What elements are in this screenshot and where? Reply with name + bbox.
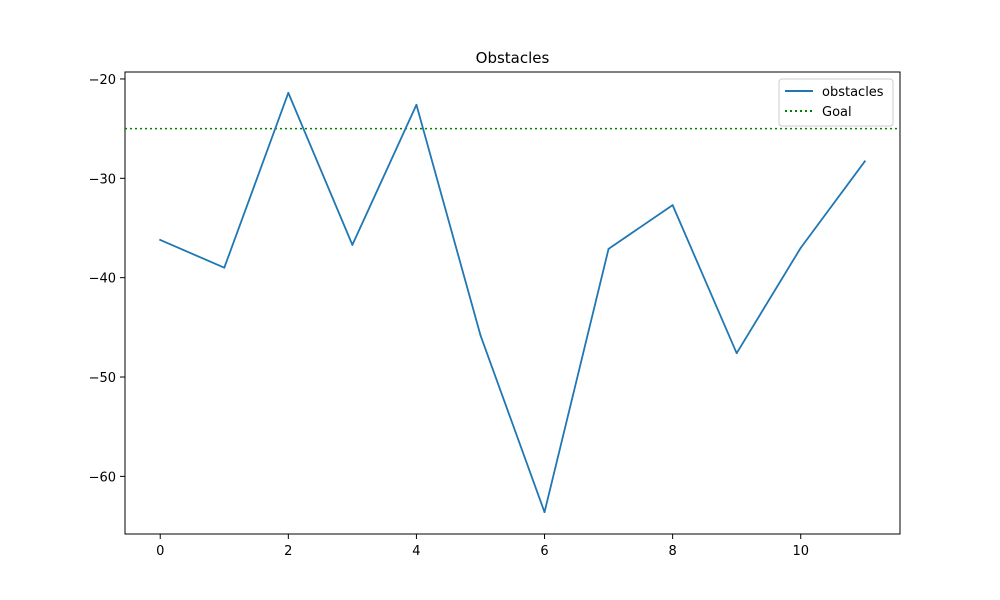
y-axis: −20 −30 −40 −50 −60: [89, 73, 125, 485]
y-tick-label: −40: [89, 272, 116, 287]
series-lines: [159, 91, 867, 514]
data-point: [671, 204, 674, 207]
data-point: [351, 243, 354, 246]
series-line-obstacles: [159, 91, 867, 514]
x-tick-label: 6: [540, 544, 548, 559]
data-point: [863, 160, 866, 163]
data-point: [287, 91, 290, 94]
y-tick-label: −50: [89, 371, 116, 386]
legend-label-obstacles: obstacles: [822, 85, 884, 100]
data-point: [607, 247, 610, 250]
y-tick-label: −60: [89, 470, 116, 485]
data-point: [735, 352, 738, 355]
data-point: [479, 334, 482, 337]
y-tick-label: −20: [89, 73, 116, 88]
data-point: [159, 239, 162, 241]
x-tick-label: 8: [668, 544, 676, 559]
x-tick-label: 0: [156, 544, 164, 559]
x-tick-label: 2: [284, 544, 292, 559]
data-point: [223, 266, 226, 269]
x-tick-label: 10: [792, 544, 809, 559]
data-point: [415, 103, 418, 106]
x-tick-label: 4: [412, 544, 420, 559]
x-axis: 0 2 4 6 8 10: [156, 534, 809, 559]
data-point: [799, 246, 802, 249]
plot-area: [124, 71, 901, 535]
y-tick-label: −30: [89, 172, 116, 187]
data-point: [543, 511, 546, 514]
legend: obstacles Goal: [778, 78, 894, 127]
chart-title: Obstacles: [476, 49, 550, 67]
legend-label-goal: Goal: [822, 105, 852, 120]
